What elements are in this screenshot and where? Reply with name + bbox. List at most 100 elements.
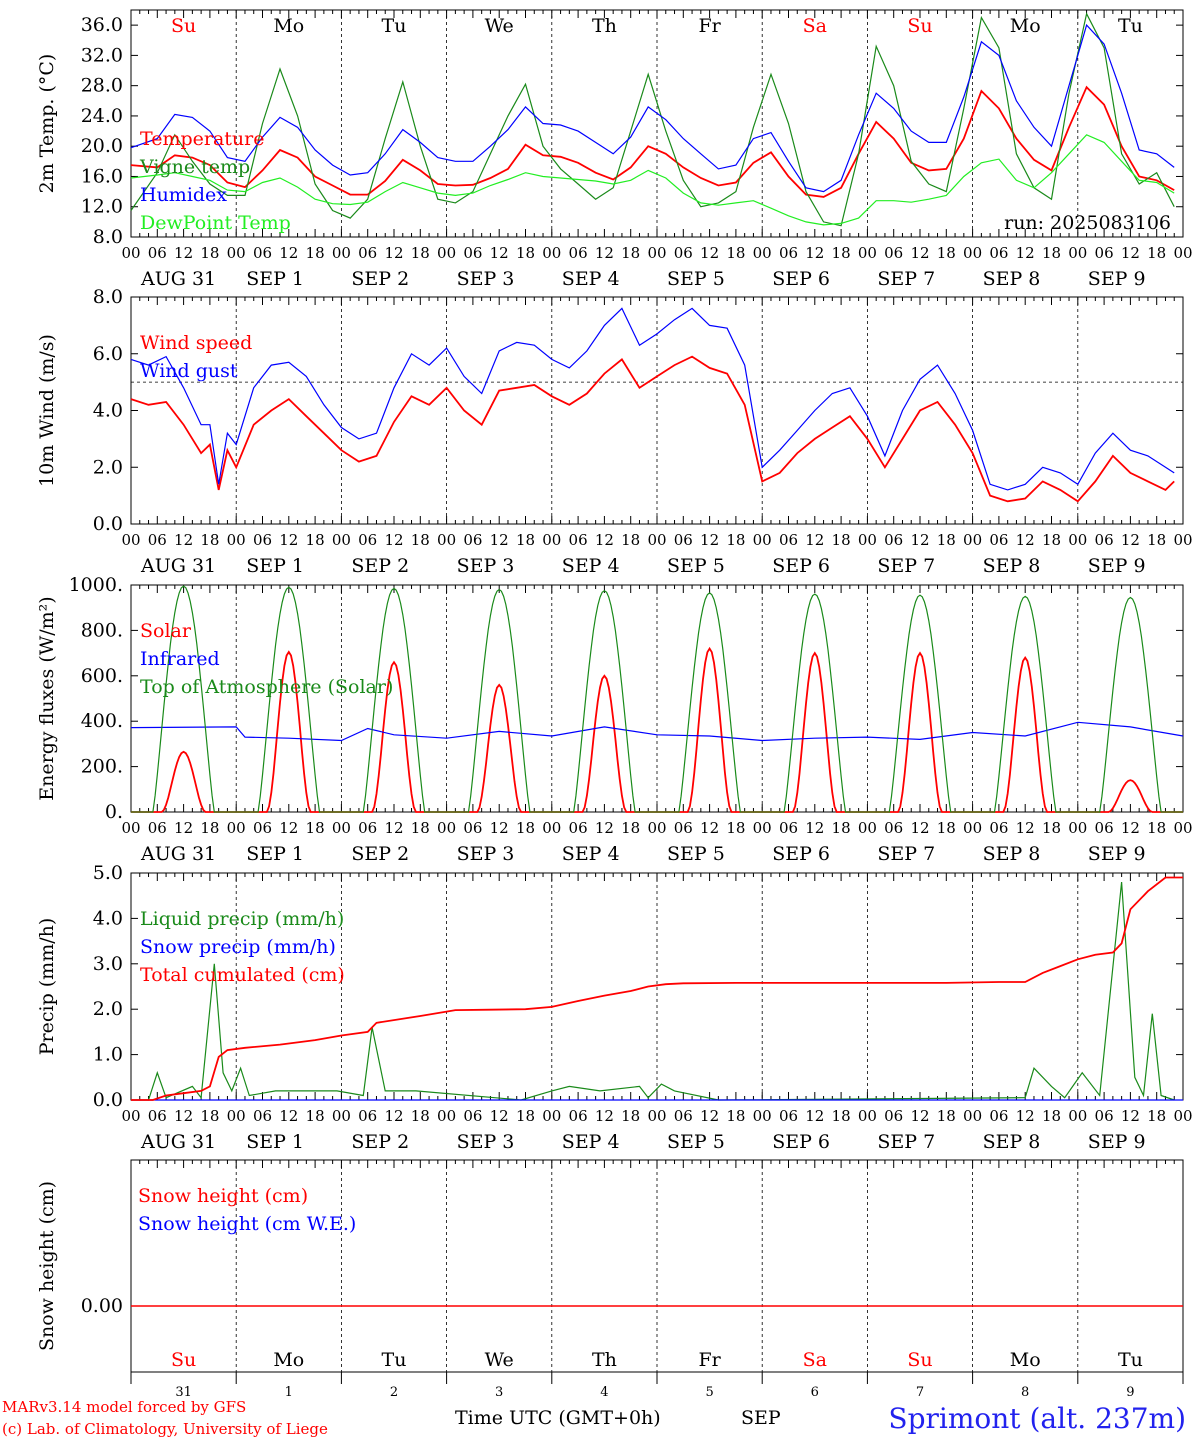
date-label: SEP 7: [877, 555, 935, 577]
day-of-week-label: Mo: [273, 15, 304, 37]
day-number-label: 6: [811, 1385, 819, 1400]
hour-tick-label: 00: [1068, 531, 1087, 549]
hour-tick-label: 00: [1068, 244, 1087, 262]
date-label: SEP 9: [1088, 843, 1146, 865]
day-of-week-label: Mo: [1010, 1349, 1041, 1371]
hour-tick-label: 00: [963, 1107, 982, 1125]
y-tick-label: 36.0: [81, 14, 123, 36]
hour-tick-label: 12: [279, 1107, 298, 1125]
day-of-week-label: Fr: [698, 1349, 721, 1371]
date-label: SEP 7: [877, 1131, 935, 1153]
hour-tick-label: 00: [753, 1107, 772, 1125]
y-axis-label: 2m Temp. (°C): [36, 54, 58, 194]
hour-tick-label: 12: [174, 531, 193, 549]
date-label: SEP 6: [772, 1131, 830, 1153]
hour-tick-label: 18: [937, 1107, 956, 1125]
date-label: SEP 1: [246, 268, 304, 290]
hour-tick-label: 06: [358, 1107, 377, 1125]
hour-tick-label: 00: [647, 531, 666, 549]
hour-tick-label: 06: [779, 244, 798, 262]
hour-tick-label: 00: [858, 1107, 877, 1125]
hour-tick-label: 18: [200, 819, 219, 837]
hour-tick-label: 00: [227, 531, 246, 549]
hour-tick-label: 18: [516, 244, 535, 262]
hour-tick-label: 06: [884, 531, 903, 549]
panel-snow: 0.00 Snow height (cm) Su Mo Tu We Th Fr Sa Su Mo Tu…: [36, 1159, 1184, 1373]
hour-tick-label: 06: [148, 1107, 167, 1125]
hour-tick-label: 06: [674, 531, 693, 549]
hour-tick-label: 00: [437, 531, 456, 549]
y-tick-label: 1000.: [69, 574, 123, 596]
panel-precip: 0.0 1.0 2.0 3.0 4.0 5.0 Precip (mm/h) 00 06 12 18 0…: [36, 862, 1193, 1153]
hour-tick-label: 18: [621, 819, 640, 837]
hour-tick-label: 00: [121, 819, 140, 837]
hour-tick-label: 18: [306, 819, 325, 837]
hour-tick-label: 12: [910, 819, 929, 837]
day-of-week-label: Tu: [382, 15, 407, 37]
y-axis-label: Snow height (cm): [36, 1181, 58, 1351]
date-label: SEP 9: [1088, 1131, 1146, 1153]
date-label: SEP 4: [562, 1131, 620, 1153]
run-annotation: run: 2025083106: [1004, 212, 1171, 234]
time-axis-label: Time UTC (GMT+0h): [455, 1407, 661, 1429]
y-tick-label: 5.0: [93, 862, 123, 884]
date-label: SEP 4: [562, 555, 620, 577]
legend-entry: Wind speed: [140, 332, 252, 354]
y-tick-label: 32.0: [81, 44, 123, 66]
y-tick-label: 8.0: [93, 286, 123, 308]
hour-tick-label: 06: [989, 819, 1008, 837]
hour-tick-label: 00: [647, 819, 666, 837]
hour-tick-label: 06: [674, 1107, 693, 1125]
hour-tick-label: 06: [1095, 819, 1114, 837]
day-of-week-label: We: [485, 1349, 514, 1371]
hour-tick-label: 12: [279, 531, 298, 549]
hour-tick-label: 00: [437, 819, 456, 837]
hour-tick-label: 06: [253, 1107, 272, 1125]
hour-tick-label: 12: [1016, 531, 1035, 549]
hour-tick-label: 00: [858, 244, 877, 262]
hour-tick-label: 18: [200, 244, 219, 262]
hour-tick-label: 00: [542, 531, 561, 549]
hour-tick-label: 00: [542, 819, 561, 837]
hour-tick-label: 18: [621, 244, 640, 262]
series-line: [130, 355, 1175, 503]
series-line: [130, 721, 1184, 742]
hour-tick-label: 06: [884, 819, 903, 837]
date-label: SEP 8: [983, 268, 1041, 290]
hour-tick-label: 06: [989, 1107, 1008, 1125]
hour-tick-label: 06: [1095, 244, 1114, 262]
y-tick-label: 0.0: [93, 1089, 123, 1111]
y-tick-label: 6.0: [93, 343, 123, 365]
day-number-label: 2: [390, 1385, 398, 1400]
panel-temperature: 8.0 12.0 16.0 20.0 24.0 28.0 32.0 36.0 2m Temp. …: [36, 9, 1193, 290]
day-of-week-label: Mo: [1010, 15, 1041, 37]
series-line: [131, 585, 1183, 813]
date-label: SEP 8: [983, 1131, 1041, 1153]
hour-tick-label: 12: [700, 531, 719, 549]
hour-tick-label: 06: [884, 244, 903, 262]
y-tick-label: 20.0: [81, 135, 123, 157]
date-label: SEP 5: [667, 555, 725, 577]
date-label: AUG 31: [140, 843, 216, 865]
y-tick-label: 28.0: [81, 75, 123, 97]
hour-tick-label: 18: [200, 1107, 219, 1125]
hour-tick-label: 18: [516, 1107, 535, 1125]
hour-tick-label: 06: [569, 531, 588, 549]
hour-tick-label: 06: [674, 819, 693, 837]
hour-tick-label: 06: [779, 531, 798, 549]
hour-tick-label: 12: [805, 244, 824, 262]
hour-tick-label: 06: [884, 1107, 903, 1125]
y-tick-label: 8.0: [93, 226, 123, 248]
hour-tick-label: 12: [384, 531, 403, 549]
hour-tick-label: 18: [937, 244, 956, 262]
hour-tick-label: 12: [1016, 244, 1035, 262]
day-number-label: 1: [285, 1385, 293, 1400]
hour-tick-label: 00: [858, 819, 877, 837]
hour-tick-label: 06: [148, 819, 167, 837]
hour-tick-label: 18: [1147, 819, 1166, 837]
hour-tick-label: 18: [516, 819, 535, 837]
date-label: SEP 8: [983, 843, 1041, 865]
panel-energy: 0. 200. 400. 600. 800. 1000. Energy fluxes (W/…: [36, 574, 1193, 865]
hour-tick-label: 18: [937, 819, 956, 837]
day-of-week-label: Su: [171, 1349, 196, 1371]
